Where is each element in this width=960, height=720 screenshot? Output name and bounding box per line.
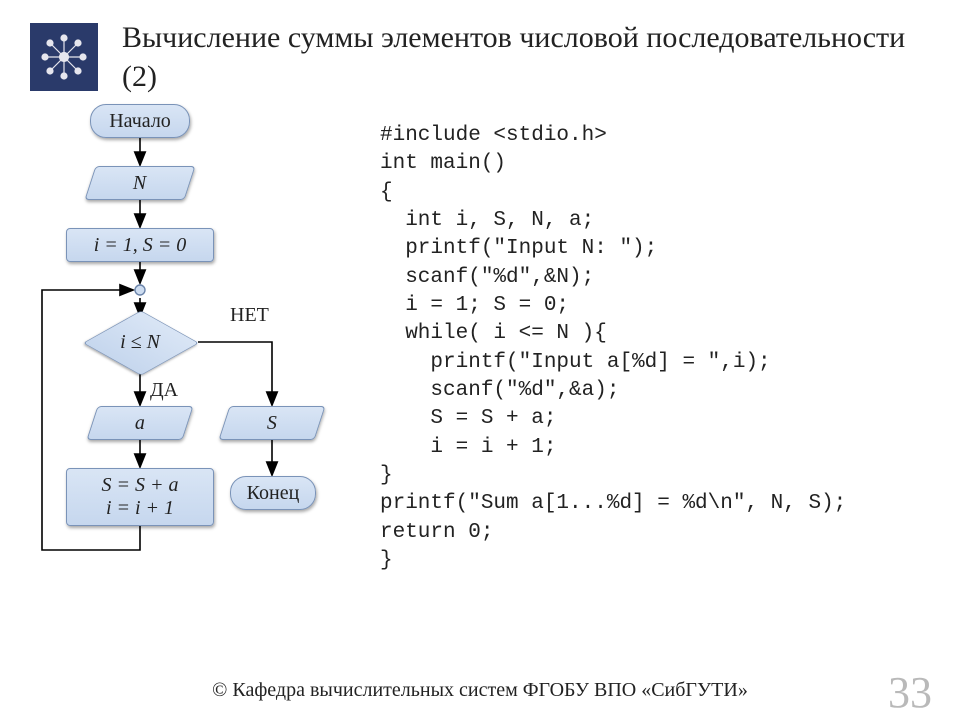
node-output-s: S xyxy=(218,406,325,440)
label-no: НЕТ xyxy=(230,304,269,327)
node-output-s-label: S xyxy=(267,412,277,435)
logo xyxy=(30,23,98,91)
node-start-label: Начало xyxy=(109,110,171,133)
node-input-a-label: a xyxy=(135,412,145,435)
node-input-n-label: N xyxy=(133,172,146,195)
node-init: i = 1, S = 0 xyxy=(66,228,214,262)
node-input-a: a xyxy=(86,406,193,440)
node-update-label: S = S + a i = i + 1 xyxy=(102,474,179,520)
node-start: Начало xyxy=(90,104,190,138)
flowchart-arrows xyxy=(20,104,380,624)
node-update: S = S + a i = i + 1 xyxy=(66,468,214,526)
label-yes: ДА xyxy=(150,379,178,402)
node-end: Конец xyxy=(230,476,316,510)
node-init-label: i = 1, S = 0 xyxy=(94,234,187,257)
flowchart: Начало N i = 1, S = 0 i ≤ N a S = S + a … xyxy=(20,104,380,624)
footer-text: © Кафедра вычислительных систем ФГОБУ ВП… xyxy=(0,679,960,702)
node-condition-label: i ≤ N xyxy=(120,331,160,354)
page-title: Вычисление суммы элементов числовой посл… xyxy=(122,18,930,96)
node-end-label: Конец xyxy=(247,482,300,505)
node-input-n: N xyxy=(84,166,195,200)
code-block: #include <stdio.h> int main() { int i, S… xyxy=(380,104,940,624)
node-condition: i ≤ N xyxy=(80,314,200,370)
page-number: 33 xyxy=(888,667,932,718)
